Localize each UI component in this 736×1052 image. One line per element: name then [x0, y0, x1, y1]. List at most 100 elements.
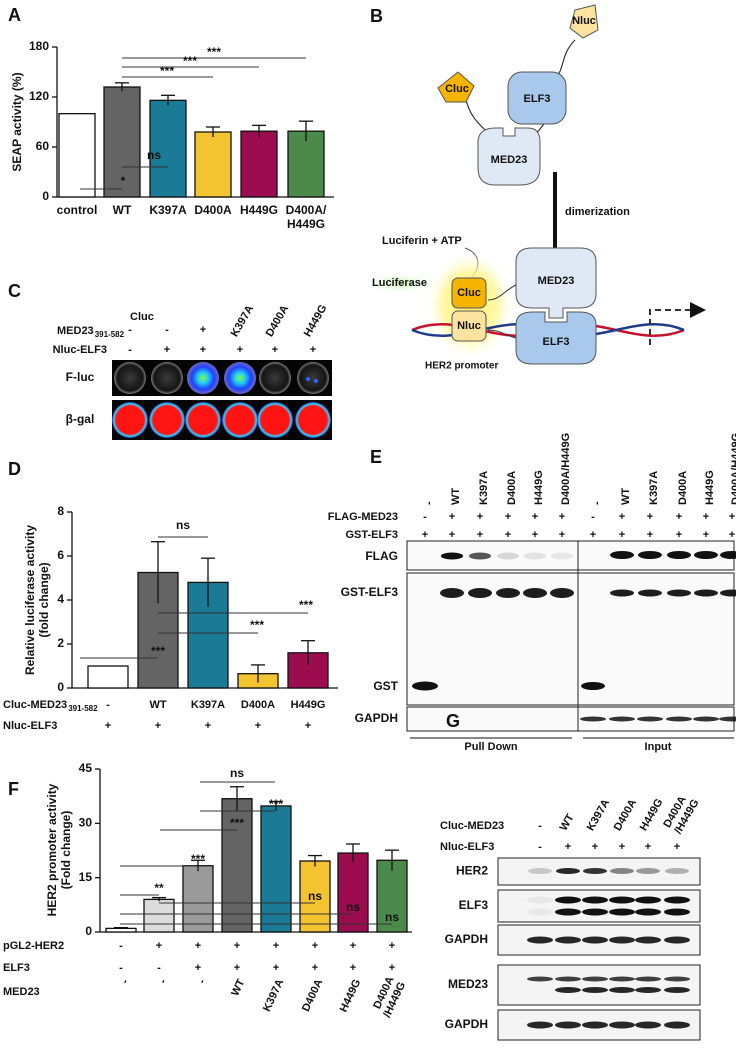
- lane-label: -: [128, 324, 132, 336]
- band: [638, 589, 662, 597]
- band: [551, 552, 573, 560]
- bar: [376, 859, 408, 933]
- bar: [287, 130, 325, 198]
- significance-label: ***: [230, 816, 244, 830]
- row-value: +: [195, 962, 201, 974]
- band: [694, 589, 718, 597]
- lane-value: -: [538, 841, 542, 853]
- row-value: WT: [229, 977, 247, 998]
- band: [582, 1021, 608, 1029]
- x-tick-label: D400A: [194, 203, 232, 217]
- lane-label: K397A: [585, 797, 613, 833]
- row-value: WT: [149, 699, 166, 711]
- y-axis-label: HER2 promoter activity(Fold change): [45, 783, 73, 916]
- significance-label: ns: [308, 889, 322, 903]
- protein-label: Nluc: [572, 15, 596, 27]
- bar: [87, 665, 129, 689]
- row-value: -: [196, 977, 209, 986]
- group-label: Pull Down: [464, 741, 517, 753]
- lane-value: +: [592, 841, 598, 853]
- subscript: 391-582: [68, 704, 98, 713]
- row-value: +: [312, 962, 318, 974]
- significance-label: ns: [147, 148, 161, 162]
- band: [636, 868, 660, 874]
- significance-label: ***: [207, 45, 221, 59]
- band: [524, 552, 546, 560]
- band: [609, 936, 635, 944]
- blot-label: MED23: [448, 977, 488, 991]
- band: [556, 868, 580, 874]
- lane-label: -: [128, 344, 132, 356]
- row-value: D400A: [241, 699, 275, 711]
- row-value: +: [350, 962, 356, 974]
- row-label: Nluc-ELF3: [440, 841, 494, 853]
- image-label: β-gal: [66, 412, 95, 426]
- row-label: ELF3: [3, 962, 30, 974]
- lane-label: H449G: [533, 470, 545, 505]
- bar: [299, 860, 331, 933]
- lane-label: K397A: [478, 471, 490, 505]
- lane-label: D400A: [677, 471, 689, 505]
- y-tick-label: 45: [79, 761, 93, 775]
- band: [527, 976, 553, 982]
- band: [523, 588, 547, 598]
- band: [582, 908, 608, 916]
- well: [295, 402, 331, 438]
- bar: [149, 99, 187, 198]
- lane-value: +: [729, 511, 735, 523]
- lane-label: H449G: [638, 797, 666, 833]
- y-tick-label: 0: [42, 189, 49, 203]
- band: [635, 1021, 661, 1029]
- well: [259, 362, 291, 394]
- row-value: +: [389, 940, 395, 952]
- y-tick-label: 6: [57, 548, 64, 562]
- band: [609, 987, 635, 993]
- bar: [143, 898, 175, 933]
- lane-value: +: [532, 511, 538, 523]
- band: [555, 976, 581, 982]
- lane-value: +: [619, 841, 625, 853]
- row-value: +: [234, 940, 240, 952]
- band: [664, 908, 690, 916]
- row-label: Nluc-ELF3: [3, 720, 57, 732]
- band: [667, 589, 691, 597]
- band: [412, 681, 438, 691]
- lane-label: -: [423, 501, 435, 505]
- band: [693, 716, 719, 722]
- speck: [306, 377, 310, 381]
- bar: [103, 86, 141, 198]
- row-label: pGL2-HER2: [3, 940, 64, 952]
- row-label: GST-ELF3: [345, 529, 398, 541]
- y-tick-label: 30: [79, 816, 93, 830]
- panel-label: E: [370, 447, 382, 467]
- significance-label: ***: [269, 797, 283, 811]
- bar: [240, 130, 278, 198]
- band: [664, 896, 690, 904]
- row-value: +: [156, 940, 162, 952]
- promoter-label: HER2 promoter: [425, 361, 498, 372]
- row-label: Nluc-ELF3: [53, 344, 107, 356]
- protein-label: Nluc: [457, 320, 481, 332]
- y-tick-label: 0: [85, 924, 92, 938]
- panel-label: B: [370, 6, 383, 26]
- protein-label: Cluc: [457, 287, 481, 299]
- lane-value: +: [676, 511, 682, 523]
- band: [555, 908, 581, 916]
- lane-label: WT: [620, 488, 632, 505]
- well: [222, 402, 258, 438]
- blot: [497, 964, 701, 1006]
- band: [440, 588, 464, 598]
- band: [664, 936, 690, 944]
- lane-value: +: [647, 529, 653, 541]
- band: [637, 716, 663, 722]
- blot-label: GST-ELF3: [341, 585, 399, 599]
- y-tick-label: 4: [57, 592, 64, 606]
- row-label: MED23: [57, 325, 94, 337]
- band: [664, 1021, 690, 1029]
- lane-label: D400A/H449G: [560, 433, 572, 505]
- band: [635, 987, 661, 993]
- row-value: +: [350, 940, 356, 952]
- well: [224, 362, 256, 394]
